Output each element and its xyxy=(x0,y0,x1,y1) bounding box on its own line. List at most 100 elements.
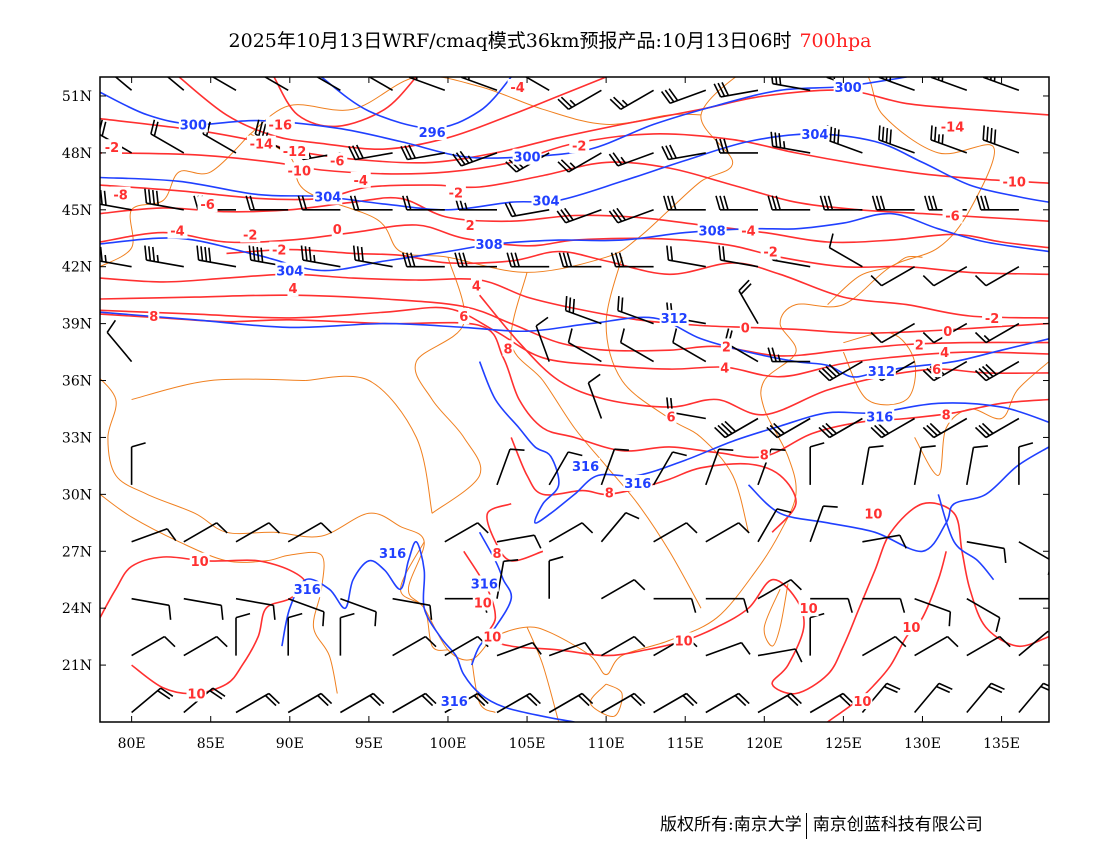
wind-barb xyxy=(548,522,594,543)
wind-barb xyxy=(715,138,758,154)
label-background xyxy=(942,323,954,340)
wind-barb xyxy=(608,152,654,167)
label-background xyxy=(417,124,447,141)
wind-barb xyxy=(287,522,333,543)
label-background xyxy=(502,340,514,357)
label-background xyxy=(186,685,207,702)
label-background xyxy=(327,152,348,169)
wind-barb xyxy=(408,77,446,92)
label-background xyxy=(148,308,160,325)
temperature-contour xyxy=(100,196,1049,249)
border-line xyxy=(399,541,449,651)
wind-barb xyxy=(496,559,519,599)
label-background xyxy=(350,171,371,188)
map-frame xyxy=(99,76,1050,723)
height-label: 296 xyxy=(419,126,446,141)
height-label: 316 xyxy=(294,583,321,598)
wind-barb xyxy=(402,252,445,268)
label-background xyxy=(102,139,122,156)
wind-barb xyxy=(666,245,706,268)
wind-barb xyxy=(548,692,594,714)
temperature-contour xyxy=(100,556,307,695)
wind-barb xyxy=(248,245,289,268)
x-tick-label: 110E xyxy=(588,736,625,752)
temperature-label: -4 xyxy=(354,174,368,189)
border-line xyxy=(471,659,496,713)
wind-barb xyxy=(966,635,1011,657)
wind-barb xyxy=(131,687,174,714)
wind-barb xyxy=(828,233,863,268)
label-background xyxy=(275,262,305,279)
wind-barb xyxy=(966,445,988,486)
wind-barb xyxy=(660,88,707,105)
temperature-label: 10 xyxy=(853,695,871,710)
temperature-label: -2 xyxy=(272,244,286,259)
border-line xyxy=(100,133,251,268)
x-tick-label: 85E xyxy=(197,736,225,752)
temperature-contour xyxy=(486,503,544,562)
wind-barb xyxy=(976,195,1019,211)
height-label: 316 xyxy=(624,477,651,492)
wind-barb xyxy=(617,296,654,325)
temperature-label: 2 xyxy=(466,219,475,234)
temperature-label: -2 xyxy=(763,246,777,261)
height-label: 300 xyxy=(513,151,540,166)
label-background xyxy=(197,196,218,213)
wind-barb xyxy=(235,612,251,656)
wind-barb xyxy=(1018,597,1049,600)
wind-barb xyxy=(714,417,759,439)
wind-barb xyxy=(287,692,333,714)
label-background xyxy=(758,446,770,463)
wind-barb xyxy=(878,77,915,92)
x-tick-label: 115E xyxy=(667,736,704,752)
label-background xyxy=(931,361,943,378)
wind-barb xyxy=(444,522,489,543)
y-tick-label: 36N xyxy=(62,374,92,390)
wind-barb xyxy=(705,448,734,486)
wind-barb xyxy=(766,417,811,439)
wind-barb xyxy=(913,445,936,486)
wind-barb xyxy=(183,635,228,657)
temperature-label: 2 xyxy=(722,340,731,355)
temperature-label: 10 xyxy=(800,602,818,617)
wind-barb xyxy=(300,245,341,268)
wind-barb xyxy=(349,195,393,211)
wind-barb xyxy=(913,682,953,714)
height-contour xyxy=(100,311,1049,378)
label-background xyxy=(569,137,590,154)
wind-barb xyxy=(1018,630,1049,657)
temperature-label: -2 xyxy=(985,312,999,327)
wind-barb xyxy=(930,77,968,92)
wind-barb xyxy=(770,131,811,154)
temperature-label: 8 xyxy=(760,449,769,464)
temperature-label: 0 xyxy=(943,325,952,340)
temperature-contour xyxy=(463,502,1049,695)
wind-barb xyxy=(144,245,184,268)
height-label: 304 xyxy=(532,194,559,209)
wind-barb xyxy=(131,635,176,657)
wind-barb xyxy=(339,692,385,714)
label-background xyxy=(938,118,968,135)
border-line xyxy=(100,77,995,676)
height-label: 316 xyxy=(572,460,599,475)
wind-barb xyxy=(130,442,146,485)
wind-barb xyxy=(715,195,758,211)
height-label: 304 xyxy=(314,191,341,206)
wind-barb xyxy=(600,579,646,600)
border-line xyxy=(305,375,433,514)
label-background xyxy=(474,235,504,252)
label-background xyxy=(287,280,299,297)
wind-barb xyxy=(1018,682,1049,714)
wind-barb xyxy=(652,451,687,486)
height-contour xyxy=(937,494,995,581)
label-background xyxy=(269,241,290,258)
temperature-label: 8 xyxy=(605,486,614,501)
y-tick-label: 21N xyxy=(62,658,92,674)
wind-barb xyxy=(557,89,602,110)
wind-barb xyxy=(524,77,550,91)
x-tick-label: 135E xyxy=(983,736,1020,752)
border-line xyxy=(589,683,623,717)
temperature-label: 10 xyxy=(675,634,693,649)
temperature-label: 8 xyxy=(149,310,158,325)
wind-barb xyxy=(705,641,751,657)
